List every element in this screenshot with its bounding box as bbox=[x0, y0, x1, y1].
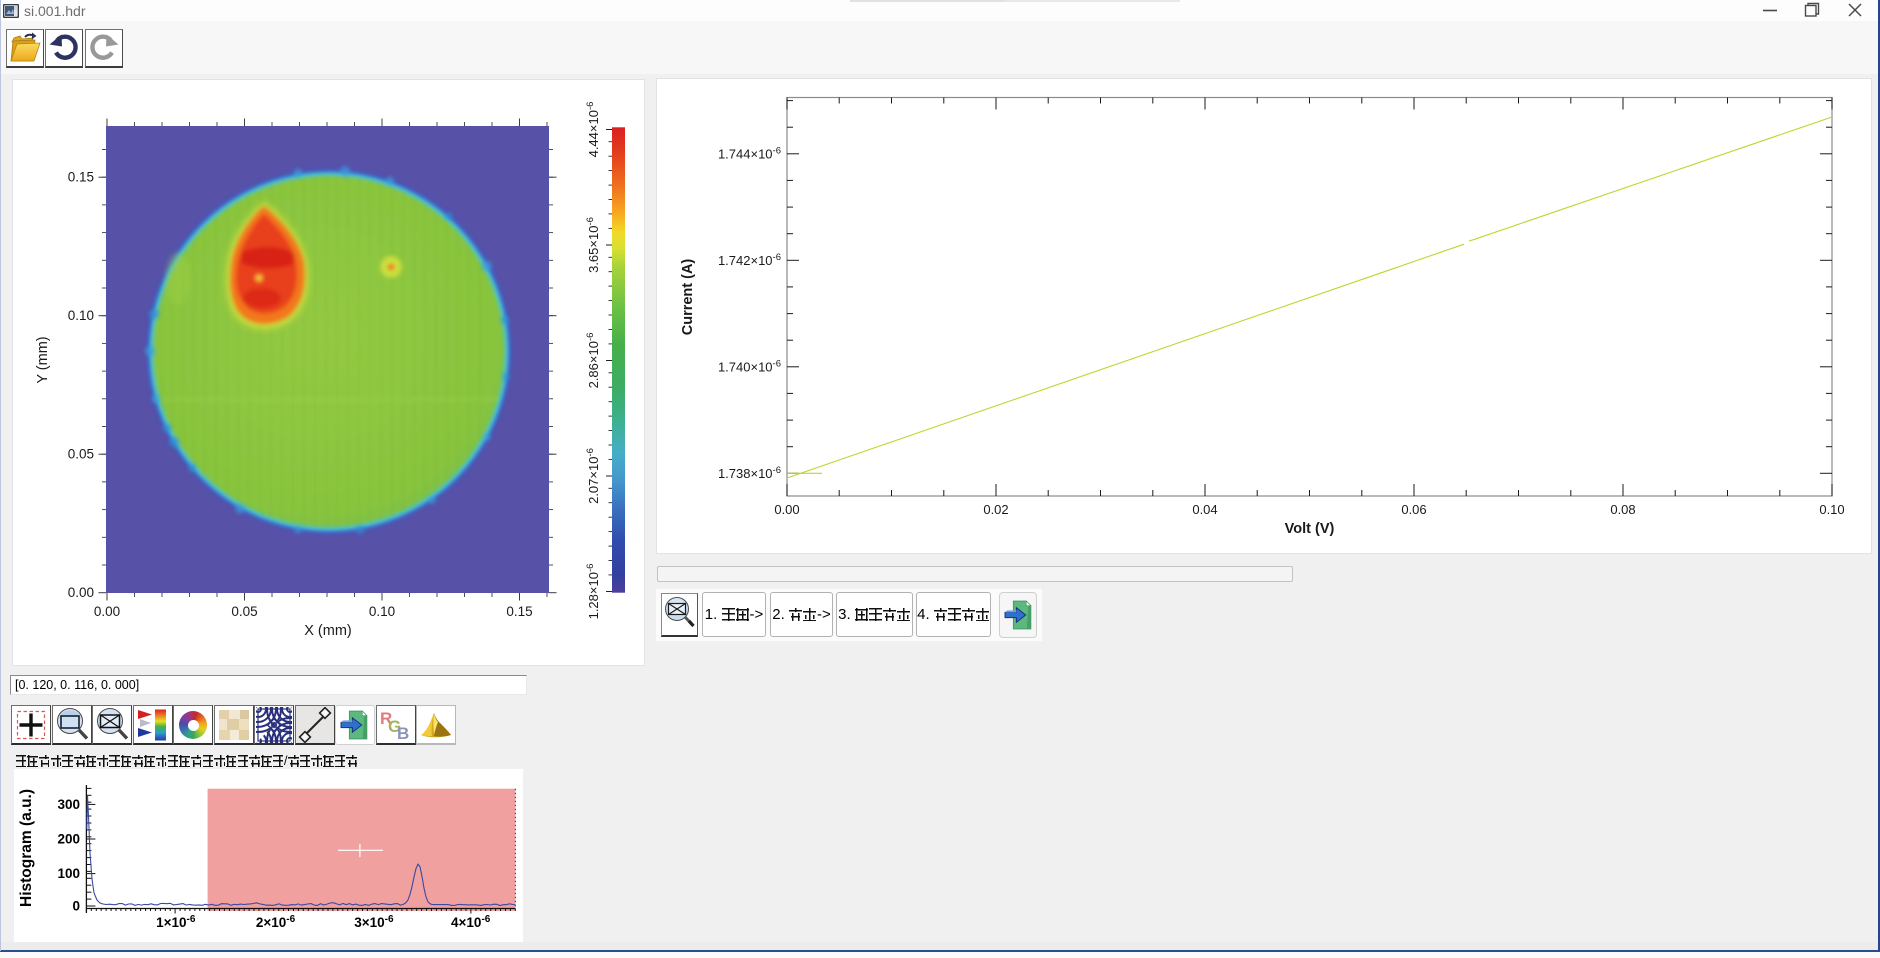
svg-text:0.10: 0.10 bbox=[68, 308, 94, 323]
svg-text:0.02: 0.02 bbox=[983, 502, 1008, 517]
svg-text:X (mm): X (mm) bbox=[304, 623, 352, 639]
svg-text:3×10-6: 3×10-6 bbox=[354, 914, 394, 930]
svg-text:1×10-6: 1×10-6 bbox=[156, 914, 196, 930]
svg-text:4×10-6: 4×10-6 bbox=[451, 914, 491, 930]
svg-text:4.44×10-6: 4.44×10-6 bbox=[585, 102, 601, 158]
svg-text:R: R bbox=[380, 709, 392, 728]
svg-text:0.00: 0.00 bbox=[94, 604, 120, 619]
svg-text:1.744×10-6: 1.744×10-6 bbox=[718, 145, 781, 161]
svg-text:0.04: 0.04 bbox=[1192, 502, 1217, 517]
svg-text:0.05: 0.05 bbox=[231, 604, 257, 619]
svg-text:0.00: 0.00 bbox=[68, 585, 94, 600]
svg-text:0.08: 0.08 bbox=[1610, 502, 1635, 517]
svg-text:1.738×10-6: 1.738×10-6 bbox=[718, 465, 781, 481]
svg-text:Y (mm): Y (mm) bbox=[35, 336, 51, 383]
svg-text:0.15: 0.15 bbox=[68, 170, 94, 185]
svg-text:0.05: 0.05 bbox=[68, 447, 94, 462]
svg-text:G: G bbox=[388, 717, 401, 736]
svg-text:B: B bbox=[397, 724, 409, 743]
svg-text:3.65×10-6: 3.65×10-6 bbox=[585, 217, 601, 273]
svg-text:0: 0 bbox=[72, 899, 80, 914]
svg-text:200: 200 bbox=[57, 832, 80, 847]
svg-text:0.10: 0.10 bbox=[369, 604, 395, 619]
svg-text:1.742×10-6: 1.742×10-6 bbox=[718, 252, 781, 268]
svg-text:0.15: 0.15 bbox=[506, 604, 532, 619]
svg-text:0.06: 0.06 bbox=[1401, 502, 1426, 517]
svg-text:Current (A): Current (A) bbox=[680, 259, 696, 336]
svg-text:100: 100 bbox=[57, 866, 80, 881]
svg-text:1.28×10-6: 1.28×10-6 bbox=[585, 564, 601, 620]
svg-text:Volt (V): Volt (V) bbox=[1285, 521, 1335, 537]
svg-text:Histogram (a.u.): Histogram (a.u.) bbox=[18, 789, 35, 907]
svg-text:2×10-6: 2×10-6 bbox=[256, 914, 296, 930]
svg-text:1.740×10-6: 1.740×10-6 bbox=[718, 358, 781, 374]
svg-text:300: 300 bbox=[57, 797, 80, 812]
svg-text:0.00: 0.00 bbox=[774, 502, 799, 517]
svg-text:2.07×10-6: 2.07×10-6 bbox=[585, 448, 601, 504]
svg-text:2.86×10-6: 2.86×10-6 bbox=[585, 333, 601, 389]
svg-text:0.10: 0.10 bbox=[1819, 502, 1844, 517]
